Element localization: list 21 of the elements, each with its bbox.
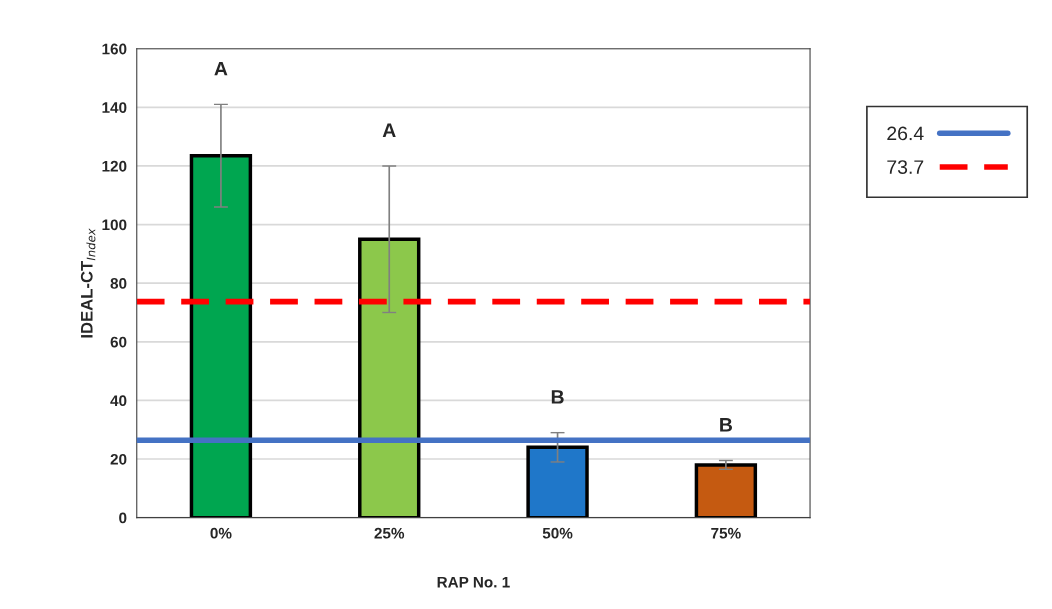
- y-tick-label: 160: [102, 43, 127, 55]
- annotation: B: [720, 418, 733, 432]
- x-tick-label: 75%: [711, 527, 741, 539]
- x-tick-label: 25%: [374, 527, 405, 539]
- y-tick-label: 100: [102, 219, 127, 231]
- y-tick-label: 40: [110, 395, 127, 407]
- annotation: A: [382, 123, 396, 137]
- y-tick-label: 0: [119, 512, 127, 524]
- y-tick-label: 80: [110, 278, 127, 289]
- y-tick-label: 120: [102, 160, 127, 172]
- x-tick-label: 0%: [210, 527, 232, 539]
- y-tick-label: 140: [102, 102, 127, 114]
- y-tick-label: 60: [110, 336, 127, 348]
- y-tick-label: 20: [110, 453, 127, 465]
- annotation: A: [214, 61, 228, 76]
- annotation: B: [551, 390, 564, 404]
- legend-label: 26.4: [887, 126, 924, 141]
- y-axis-title: IDEAL-CT$_{Index}$: [80, 228, 96, 338]
- x-tick-label: 50%: [542, 527, 573, 539]
- legend-label: 73.7: [887, 160, 924, 174]
- x-axis-title: RAP No. 1: [437, 576, 510, 588]
